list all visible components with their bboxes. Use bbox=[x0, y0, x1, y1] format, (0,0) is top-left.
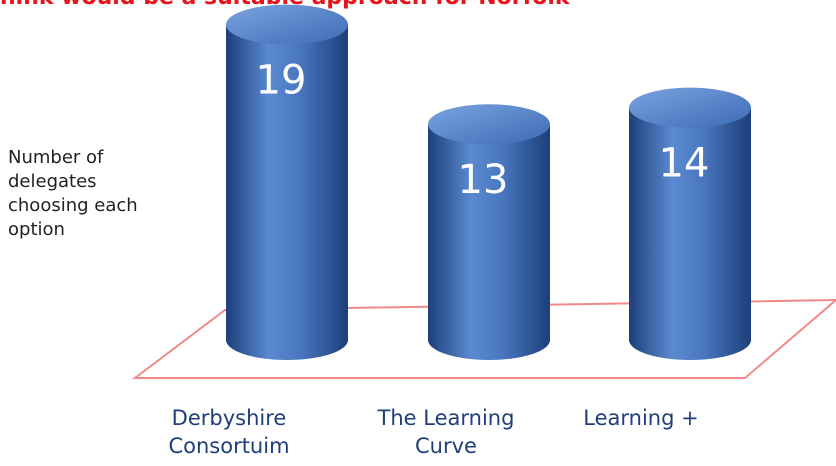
y-axis-label: Number of delegates choosing each option bbox=[8, 147, 138, 240]
bar bbox=[629, 87, 751, 360]
floor bbox=[132, 298, 836, 379]
cylinder-body bbox=[629, 107, 751, 360]
cylinder-cap bbox=[629, 87, 751, 128]
data-label: 14 bbox=[659, 141, 710, 187]
x-tick-label: Derbyshire Consortuim bbox=[168, 406, 290, 458]
cylinder-cap bbox=[428, 104, 550, 145]
data-label: 19 bbox=[256, 58, 307, 104]
x-tick-label: Learning + bbox=[583, 406, 699, 430]
x-tick-label: The Learning Curve bbox=[377, 406, 515, 458]
bar bbox=[428, 104, 550, 360]
data-label: 13 bbox=[458, 157, 509, 203]
cylinder-body bbox=[428, 124, 550, 360]
cylinder-body bbox=[226, 24, 348, 360]
cylinder-cap bbox=[226, 4, 348, 45]
bar bbox=[226, 4, 348, 360]
